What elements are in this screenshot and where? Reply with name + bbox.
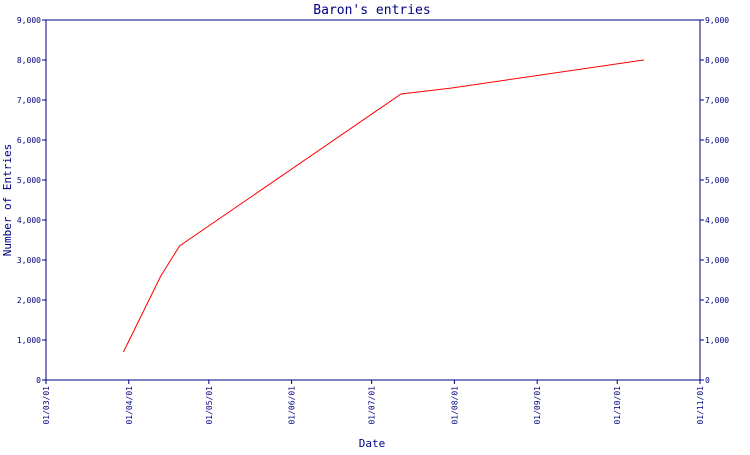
y-tick-label-right: 7,000 [705,96,729,105]
series-line [122,59,644,353]
y-tick-label-right: 5,000 [705,176,729,185]
y-tick-label-left: 2,000 [17,296,41,305]
y-tick-label-right: 8,000 [705,56,729,65]
x-tick-label: 01/04/01 [125,386,134,425]
y-tick-label-left: 0 [36,376,41,385]
y-tick-label-left: 1,000 [17,336,41,345]
y-tick-label-left: 3,000 [17,256,41,265]
y-tick-label-left: 4,000 [17,216,41,225]
x-tick-label: 01/08/01 [450,386,459,425]
y-tick-label-right: 3,000 [705,256,729,265]
x-tick-label: 01/11/01 [696,386,705,425]
y-tick-label-left: 9,000 [17,16,41,25]
x-tick-label: 01/03/01 [42,386,51,425]
x-tick-label: 01/07/01 [368,386,377,425]
y-tick-label-left: 8,000 [17,56,41,65]
x-axis-title: Date [359,437,386,450]
y-tick-label-right: 9,000 [705,16,729,25]
x-tick-label: 01/10/01 [613,386,622,425]
y-tick-label-right: 1,000 [705,336,729,345]
y-axis-title: Number of Entries [1,144,14,257]
x-tick-label: 01/06/01 [288,386,297,425]
y-tick-label-left: 6,000 [17,136,41,145]
ticks-layer: 0 0 1,000 1,000 2,000 2,000 3,000 3,000 4,000 4,0… [17,16,729,425]
y-tick-label-left: 7,000 [17,96,41,105]
x-tick-label: 01/05/01 [205,386,214,425]
y-tick-label-left: 5,000 [17,176,41,185]
y-tick-label-right: 2,000 [705,296,729,305]
x-tick-label: 01/09/01 [533,386,542,425]
series-layer [122,59,644,353]
chart-title: Baron's entries [313,3,430,18]
plot-frame [45,19,701,381]
y-tick-label-right: 6,000 [705,136,729,145]
y-tick-label-right: 4,000 [705,216,729,225]
y-tick-label-right: 0 [705,376,710,385]
